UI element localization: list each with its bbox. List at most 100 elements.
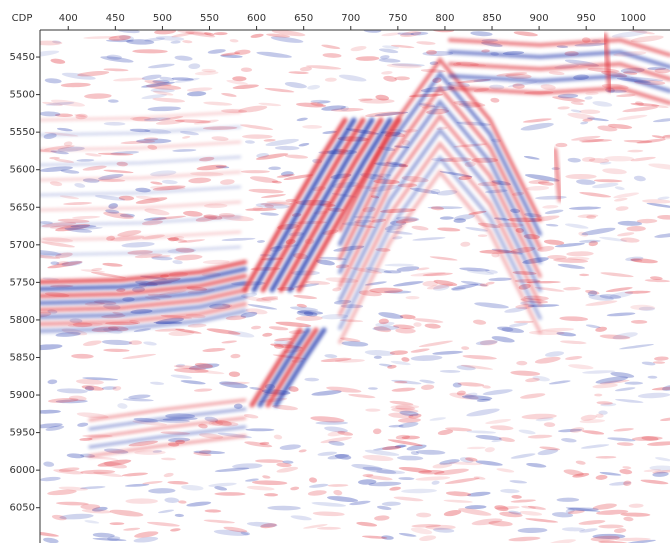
seismic-event <box>497 326 525 333</box>
seismic-event <box>246 485 275 491</box>
seismic-event <box>76 159 95 162</box>
seismic-image <box>40 30 670 543</box>
seismic-event <box>58 486 88 491</box>
seismic-event <box>421 384 435 390</box>
seismic-event <box>273 327 327 408</box>
x-tick-label: 400 <box>59 13 78 24</box>
seismic-event <box>183 210 203 217</box>
seismic-event <box>616 442 634 446</box>
seismic-event <box>376 469 406 475</box>
seismic-event <box>283 174 314 181</box>
seismic-event <box>268 166 281 171</box>
seismic-event <box>579 528 598 533</box>
seismic-event <box>80 469 116 475</box>
seismic-event <box>255 153 289 160</box>
y-tick-label: 5450 <box>10 52 35 63</box>
seismic-event <box>147 63 175 69</box>
seismic-event <box>43 537 59 543</box>
seismic-event <box>640 479 669 485</box>
seismic-event <box>430 206 444 211</box>
seismic-event <box>593 179 623 183</box>
seismic-event <box>458 508 492 516</box>
seismic-event <box>260 117 366 293</box>
seismic-event <box>256 240 265 243</box>
seismic-event <box>566 251 594 257</box>
seismic-event <box>619 469 633 475</box>
seismic-event <box>56 501 89 506</box>
seismic-event <box>552 147 563 203</box>
seismic-event <box>232 84 259 90</box>
seismic-event <box>198 433 224 439</box>
seismic-event <box>474 302 509 309</box>
seismic-event <box>652 118 670 123</box>
seismic-event <box>55 224 91 232</box>
seismic-event <box>636 138 666 144</box>
seismic-event <box>54 113 73 118</box>
seismic-event <box>479 283 489 287</box>
seismic-event <box>229 39 239 43</box>
seismic-event <box>568 206 602 210</box>
seismic-event <box>221 340 237 344</box>
seismic-event <box>453 214 475 221</box>
seismic-event <box>194 362 213 368</box>
seismic-event <box>120 213 135 218</box>
seismic-event <box>77 71 110 77</box>
seismic-event <box>161 179 178 185</box>
seismic-event <box>133 328 151 332</box>
seismic-event <box>557 93 579 99</box>
seismic-event <box>397 455 424 461</box>
seismic-event <box>135 197 168 204</box>
seismic-event <box>630 102 660 107</box>
seismic-event <box>177 239 206 243</box>
seismic-event <box>615 206 629 211</box>
seismic-event <box>595 455 617 459</box>
seismic-event <box>334 453 352 460</box>
seismic-event <box>150 185 186 190</box>
seismic-event <box>129 128 151 133</box>
seismic-event <box>287 117 393 293</box>
seismic-event <box>147 106 181 112</box>
seismic-event <box>88 407 247 431</box>
seismic-event <box>265 138 300 147</box>
seismic-event <box>467 491 491 497</box>
seismic-event <box>350 46 367 52</box>
seismic-event <box>260 212 279 216</box>
seismic-event <box>40 166 73 172</box>
seismic-event <box>117 230 142 237</box>
seismic-event <box>158 418 190 423</box>
seismic-event <box>396 266 420 272</box>
seismic-event <box>186 87 213 92</box>
seismic-event <box>40 531 59 537</box>
seismic-event <box>324 77 337 82</box>
seismic-event <box>544 209 564 215</box>
seismic-event <box>243 414 259 419</box>
axis-label: CDP <box>12 13 33 24</box>
seismic-event <box>401 357 410 362</box>
seismic-event <box>473 319 487 325</box>
seismic-event <box>433 527 455 533</box>
seismic-event <box>274 145 300 151</box>
seismic-event <box>105 209 120 214</box>
seismic-event <box>482 385 491 389</box>
seismic-event <box>302 125 323 129</box>
seismic-event <box>40 155 242 167</box>
seismic-event <box>221 381 250 385</box>
seismic-event <box>375 94 390 101</box>
seismic-event <box>250 33 264 38</box>
seismic-event <box>607 437 636 442</box>
seismic-event <box>338 140 542 316</box>
seismic-event <box>415 476 451 481</box>
seismic-event <box>527 505 547 510</box>
seismic-event <box>630 304 656 311</box>
seismic-event <box>124 483 150 487</box>
seismic-event <box>473 476 486 480</box>
seismic-event <box>340 106 349 112</box>
seismic-event <box>119 35 134 41</box>
seismic-event <box>51 514 67 521</box>
seismic-event <box>579 419 606 424</box>
seismic-event <box>338 84 542 260</box>
seismic-event <box>233 403 243 409</box>
seismic-event <box>521 505 537 509</box>
seismic-event <box>565 508 575 514</box>
seismic-event <box>265 327 319 408</box>
